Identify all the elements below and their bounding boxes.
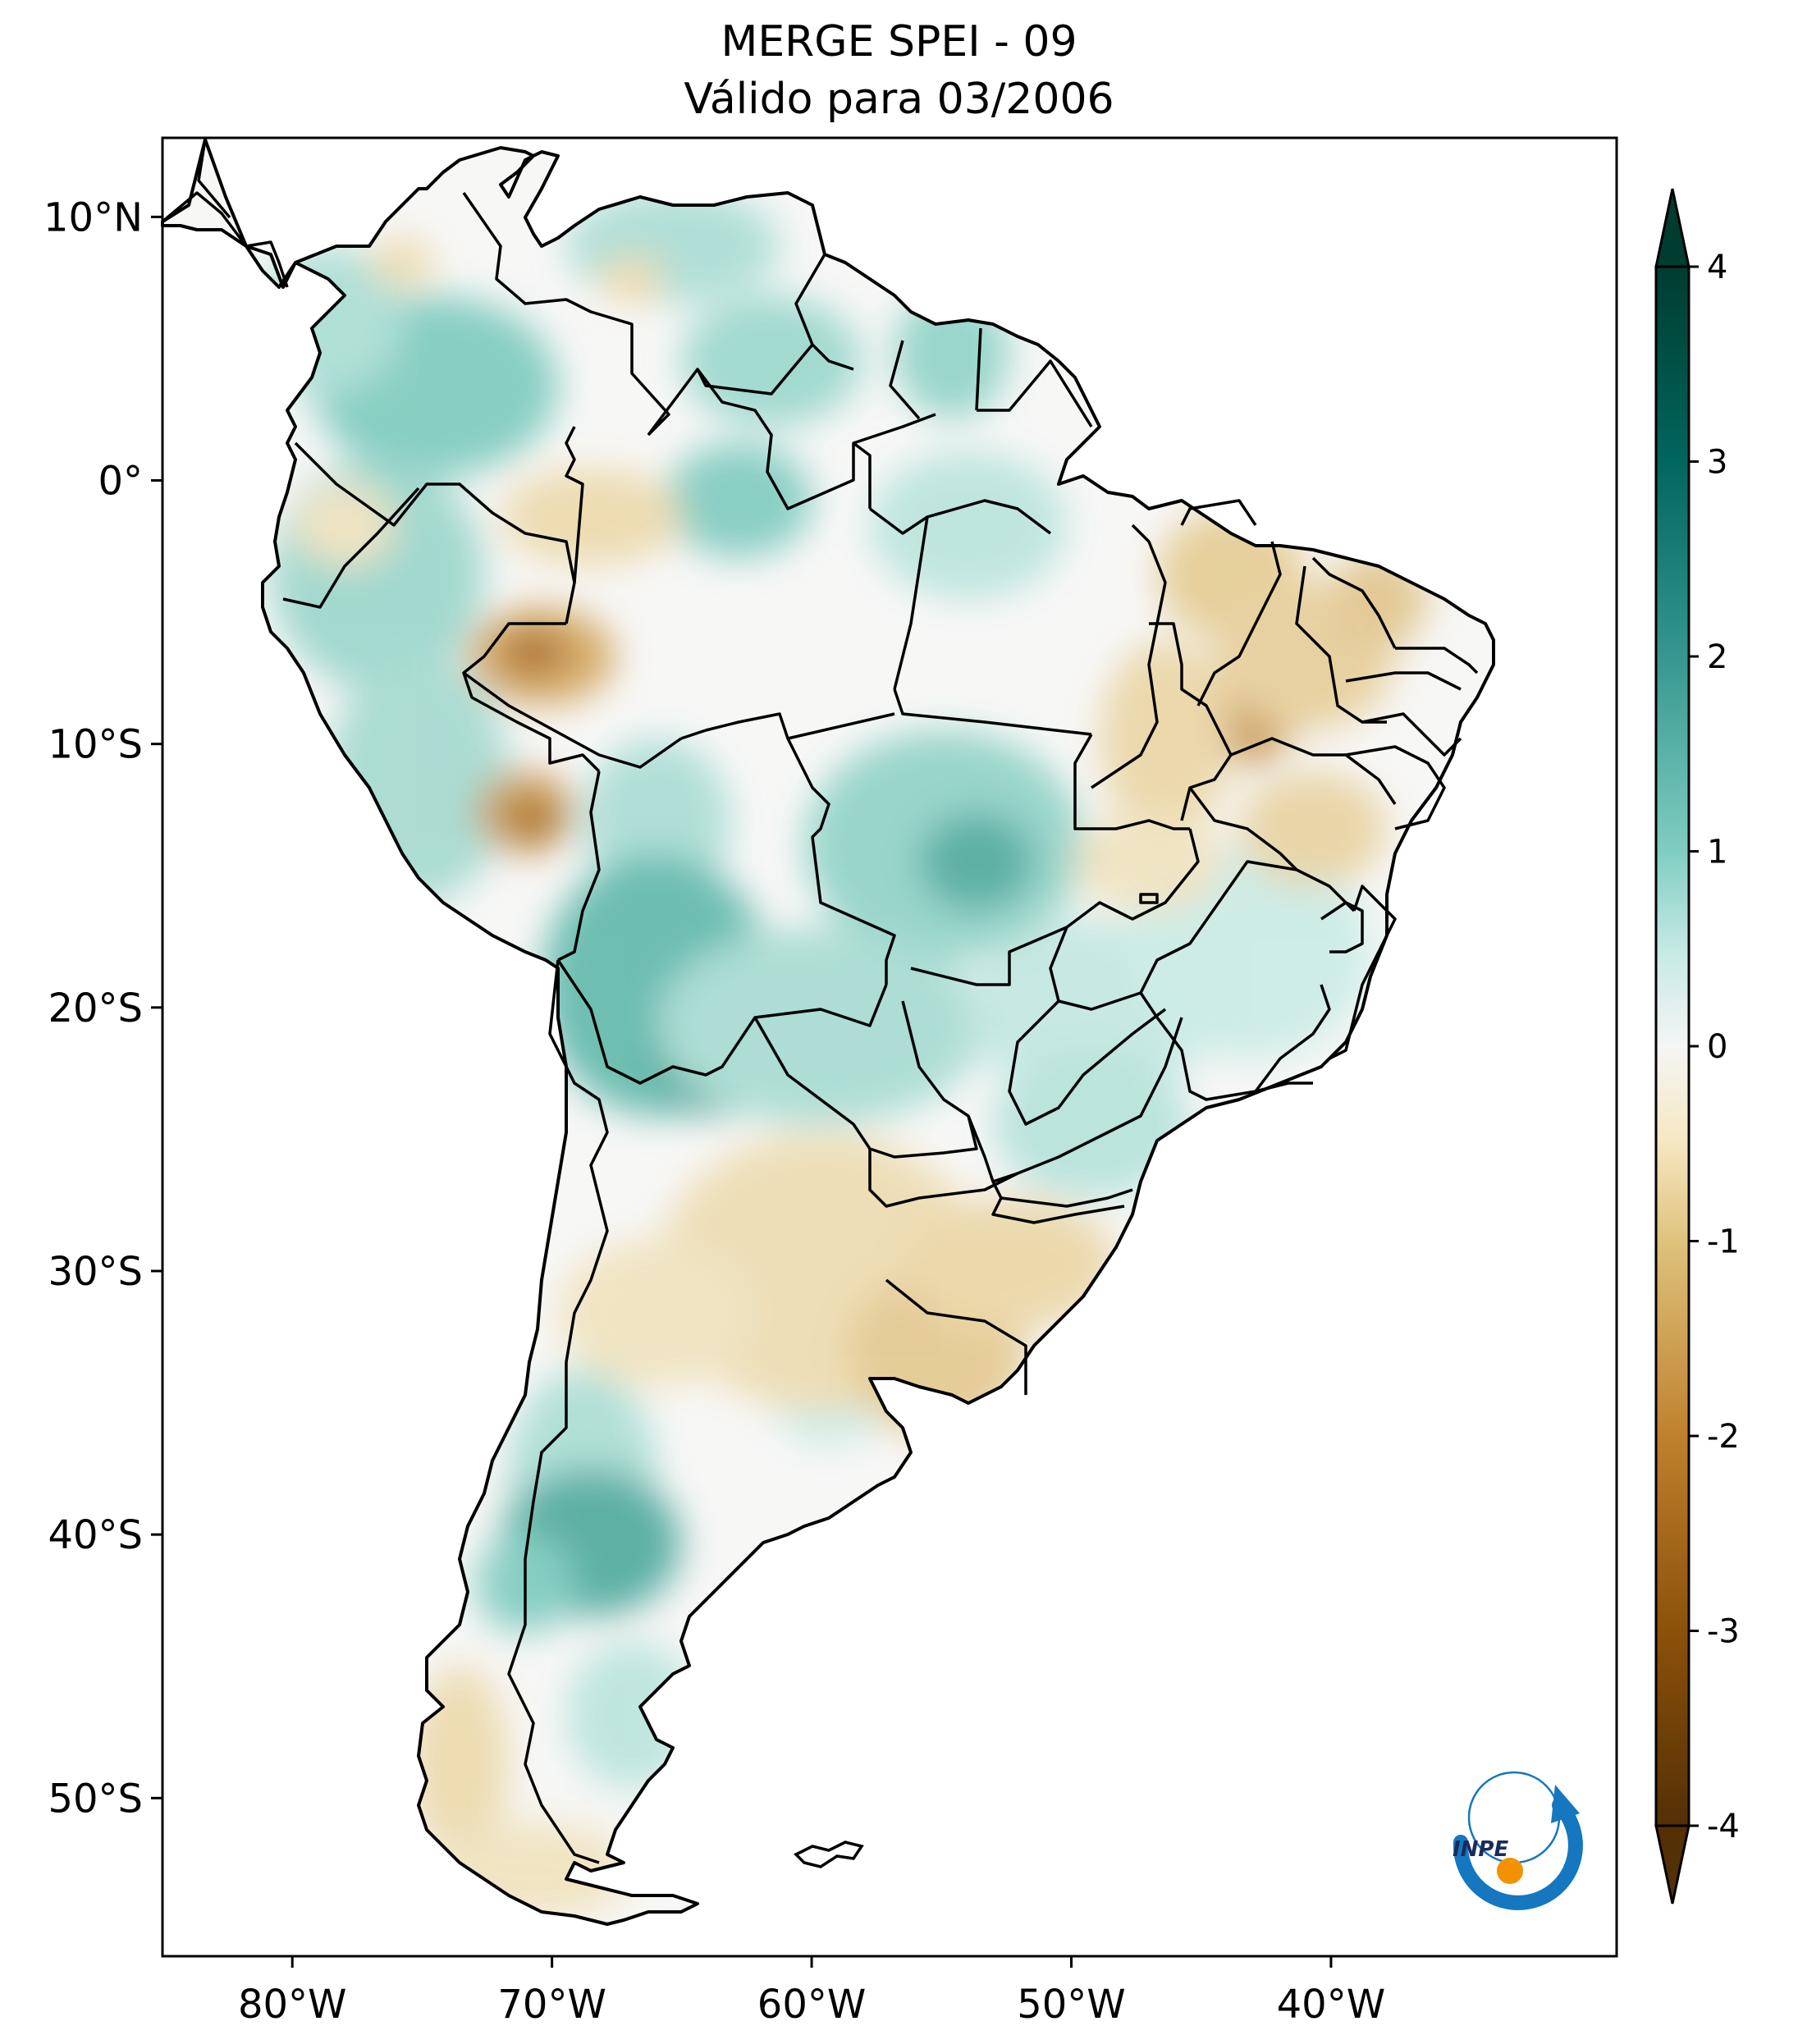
coastline (161, 138, 1495, 1926)
x-tick-label: 80°W (238, 1982, 347, 2028)
colorbar-tick-label: 0 (1707, 1028, 1727, 1066)
logo-text: INPE (1453, 1837, 1508, 1862)
x-tick-label: 50°W (1017, 1982, 1126, 2028)
colorbar-tick-label: -1 (1707, 1223, 1740, 1261)
y-tick-label: 10°N (43, 194, 143, 240)
colorbar: 4 3 2 1 0 -1 -2 -3 -4 (1654, 188, 1740, 1905)
colorbar-bar (1654, 265, 1690, 1827)
colorbar-extend-bottom (1654, 1824, 1690, 1905)
y-tick-label: 10°S (48, 722, 143, 768)
colorbar-tick-label: 2 (1707, 638, 1727, 676)
colorbar-tick-label: -2 (1707, 1418, 1740, 1456)
y-tick-label: 50°S (48, 1776, 143, 1822)
colorbar-extend-top (1654, 188, 1690, 268)
colorbar-tick-label: -4 (1707, 1808, 1740, 1845)
colorbar-tick-label: 4 (1707, 249, 1727, 286)
y-tick-label: 30°S (48, 1249, 143, 1295)
map-subtitle: Válido para 03/2006 (684, 75, 1114, 124)
logo-arc (1453, 1798, 1583, 1910)
borders (161, 139, 1479, 1864)
x-tick-label: 40°W (1277, 1982, 1386, 2028)
y-tick-label: 20°S (48, 985, 143, 1031)
y-tick-label: 0° (98, 459, 143, 505)
falklands-islands (794, 1841, 864, 1868)
x-tick-label: 60°W (757, 1982, 867, 2028)
map-frame (161, 136, 1618, 1958)
colorbar-tick-label: 1 (1707, 834, 1727, 871)
colorbar-tick-label: 3 (1707, 444, 1727, 482)
inpe-logo: INPE (1453, 1771, 1583, 1910)
x-tick-label: 70°W (497, 1982, 606, 2028)
y-tick-label: 40°S (48, 1512, 143, 1558)
x-axis: 80°W 70°W 60°W 50°W 40°W (238, 1956, 1385, 2028)
y-axis: 10°N 0° 10°S 20°S 30°S 40°S 50°S (43, 194, 162, 1822)
colorbar-tick-label: -3 (1707, 1613, 1740, 1651)
logo-dot (1497, 1858, 1523, 1884)
map-title: MERGE SPEI - 09 (721, 17, 1077, 66)
